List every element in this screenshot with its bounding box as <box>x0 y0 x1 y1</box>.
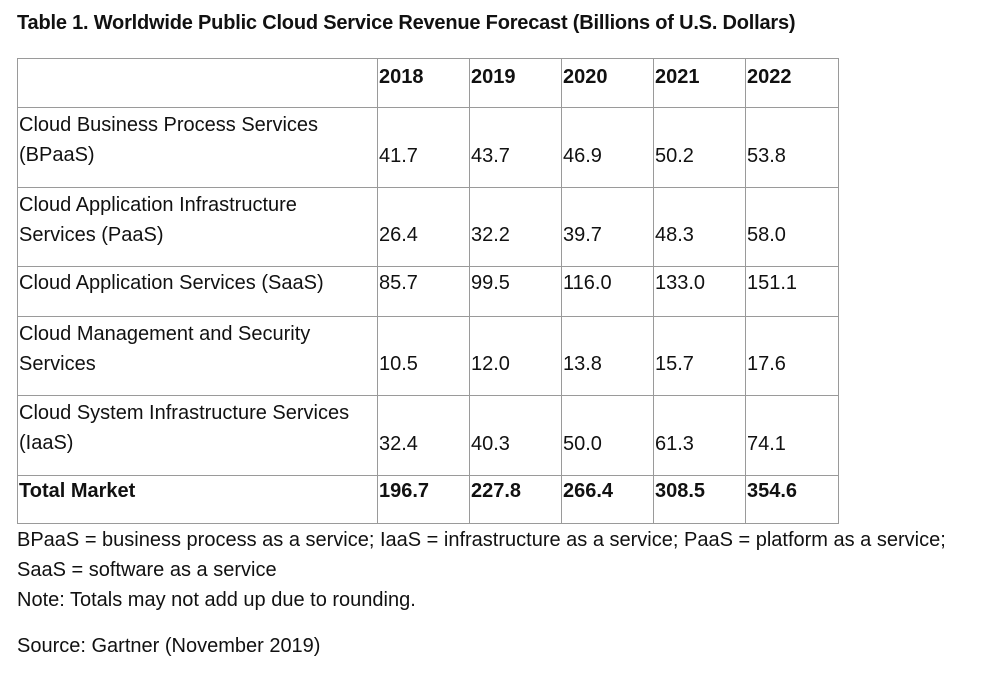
value-cell: 53.8 <box>745 107 839 188</box>
table-row: Cloud Management and Security Services 1… <box>17 316 839 396</box>
value-cell: 48.3 <box>653 187 746 267</box>
header-corner-cell <box>17 58 378 108</box>
year-header: 2022 <box>745 58 839 108</box>
year-header: 2021 <box>653 58 746 108</box>
value-cell: 43.7 <box>469 107 562 188</box>
value-cell: 133.0 <box>653 266 746 317</box>
value-cell: 15.7 <box>653 316 746 396</box>
value-cell: 58.0 <box>745 187 839 267</box>
value-cell: 40.3 <box>469 395 562 476</box>
value-cell: 10.5 <box>377 316 470 396</box>
value-cell: 61.3 <box>653 395 746 476</box>
row-label: Cloud Application Infrastructure Service… <box>17 187 378 267</box>
value-cell: 32.4 <box>377 395 470 476</box>
table-row: Cloud Application Services (SaaS) 85.7 9… <box>17 266 839 317</box>
year-header: 2020 <box>561 58 654 108</box>
table-notes: BPaaS = business process as a service; I… <box>17 525 977 661</box>
total-label: Total Market <box>17 475 378 524</box>
table-title: Table 1. Worldwide Public Cloud Service … <box>17 12 796 34</box>
revenue-forecast-table: 2018 2019 2020 2021 2022 Cloud Business … <box>17 58 839 524</box>
value-cell: 17.6 <box>745 316 839 396</box>
table-row: Cloud System Infrastructure Services (Ia… <box>17 395 839 476</box>
value-cell: 116.0 <box>561 266 654 317</box>
value-cell: 32.2 <box>469 187 562 267</box>
total-value-cell: 196.7 <box>377 475 470 524</box>
total-value-cell: 227.8 <box>469 475 562 524</box>
row-label: Cloud Management and Security Services <box>17 316 378 396</box>
value-cell: 50.0 <box>561 395 654 476</box>
header-row: 2018 2019 2020 2021 2022 <box>17 58 839 108</box>
year-header: 2019 <box>469 58 562 108</box>
year-header: 2018 <box>377 58 470 108</box>
total-row: Total Market 196.7 227.8 266.4 308.5 354… <box>17 475 839 524</box>
abbreviations-note: BPaaS = business process as a service; I… <box>17 529 946 581</box>
rounding-note: Note: Totals may not add up due to round… <box>17 589 416 611</box>
row-label: Cloud Business Process Services (BPaaS) <box>17 107 378 188</box>
value-cell: 12.0 <box>469 316 562 396</box>
value-cell: 151.1 <box>745 266 839 317</box>
value-cell: 50.2 <box>653 107 746 188</box>
row-label: Cloud System Infrastructure Services (Ia… <box>17 395 378 476</box>
total-value-cell: 354.6 <box>745 475 839 524</box>
value-cell: 74.1 <box>745 395 839 476</box>
value-cell: 26.4 <box>377 187 470 267</box>
table-row: Cloud Business Process Services (BPaaS) … <box>17 107 839 188</box>
value-cell: 41.7 <box>377 107 470 188</box>
source-note: Source: Gartner (November 2019) <box>17 635 321 657</box>
value-cell: 46.9 <box>561 107 654 188</box>
value-cell: 39.7 <box>561 187 654 267</box>
total-value-cell: 308.5 <box>653 475 746 524</box>
table-row: Cloud Application Infrastructure Service… <box>17 187 839 267</box>
row-label: Cloud Application Services (SaaS) <box>17 266 378 317</box>
value-cell: 13.8 <box>561 316 654 396</box>
value-cell: 85.7 <box>377 266 470 317</box>
total-value-cell: 266.4 <box>561 475 654 524</box>
value-cell: 99.5 <box>469 266 562 317</box>
